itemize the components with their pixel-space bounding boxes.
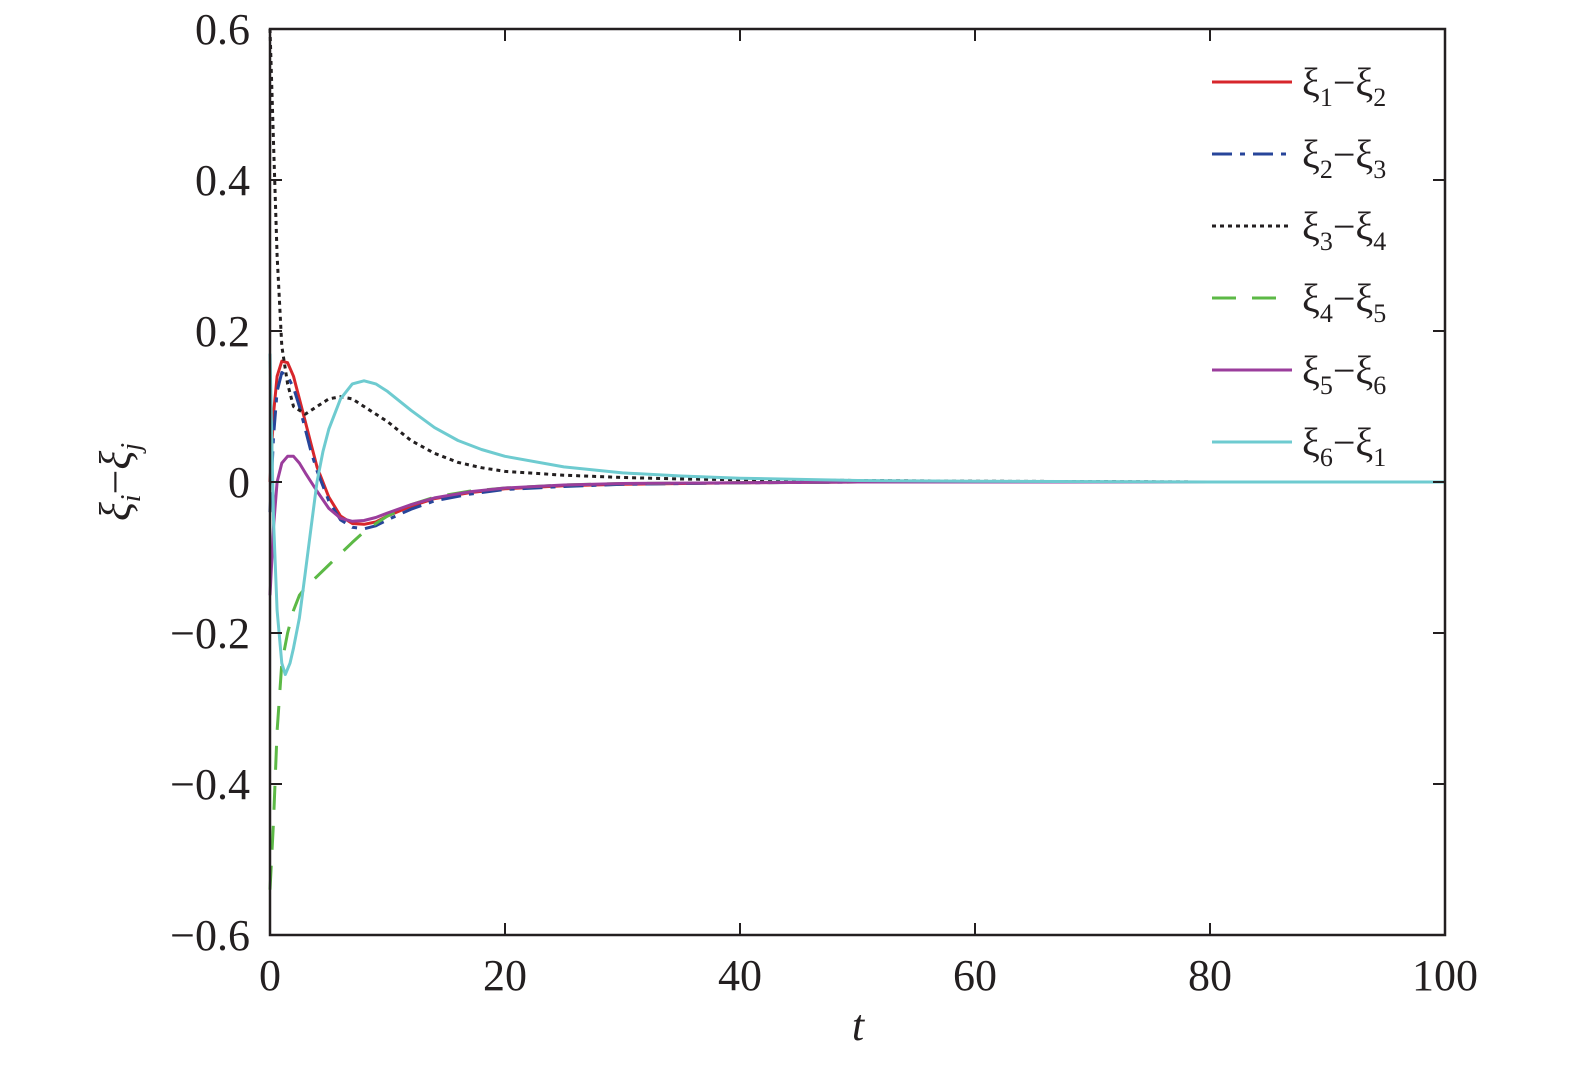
y-tick-label: −0.6 bbox=[170, 911, 250, 960]
y-tick-label: −0.2 bbox=[170, 609, 250, 658]
x-tick-label: 20 bbox=[483, 951, 527, 1000]
x-tick-label: 60 bbox=[953, 951, 997, 1000]
legend-label: ξ6−ξ1 bbox=[1302, 420, 1386, 472]
legend-label: ξ3−ξ4 bbox=[1302, 204, 1386, 256]
legend-item-1: ξ1−ξ2 bbox=[1212, 60, 1386, 112]
legend-item-2: ξ2−ξ3 bbox=[1212, 132, 1386, 184]
y-axis-label-text: ξi−ξj bbox=[91, 443, 147, 521]
tick-layer: 0 20 40 60 80 100 −0.6 −0.4 −0.2 0 0.2 0.4 0.6 bbox=[170, 5, 1478, 1000]
y-tick-label: 0.2 bbox=[195, 307, 250, 356]
y-label-minus: − bbox=[91, 470, 140, 495]
x-tick-label: 80 bbox=[1188, 951, 1232, 1000]
series-line-3 bbox=[268, 28, 1445, 484]
y-axis-label: ξi−ξj bbox=[91, 443, 147, 521]
x-tick-label: 40 bbox=[718, 951, 762, 1000]
series-line-5 bbox=[268, 454, 1445, 596]
y-tick-label: 0.6 bbox=[195, 5, 250, 54]
legend-label: ξ2−ξ3 bbox=[1302, 132, 1386, 184]
series-line-2 bbox=[268, 371, 1445, 531]
y-tick-label: −0.4 bbox=[170, 760, 250, 809]
series-layer bbox=[268, 28, 1445, 890]
x-axis-label-text: t bbox=[852, 1001, 866, 1050]
series-line-6 bbox=[268, 353, 1445, 676]
legend: ξ1−ξ2 ξ2−ξ3 ξ3−ξ4 ξ4−ξ5 ξ5−ξ6 ξ6−ξ1 bbox=[1212, 60, 1386, 472]
y-label-xi-1: ξ bbox=[91, 502, 140, 521]
y-label-sub-i: i bbox=[116, 494, 147, 502]
legend-label: ξ1−ξ2 bbox=[1302, 60, 1386, 112]
x-tick-label: 0 bbox=[259, 951, 281, 1000]
legend-item-5: ξ5−ξ6 bbox=[1212, 348, 1386, 400]
legend-label: ξ4−ξ5 bbox=[1302, 276, 1386, 328]
y-label-sub-j: j bbox=[116, 443, 147, 454]
series-line-4 bbox=[268, 480, 1445, 890]
y-tick-label: 0 bbox=[228, 458, 250, 507]
x-axis-label: t bbox=[852, 1001, 866, 1050]
y-tick-label: 0.4 bbox=[195, 156, 250, 205]
legend-label: ξ5−ξ6 bbox=[1302, 348, 1386, 400]
legend-item-3: ξ3−ξ4 bbox=[1212, 204, 1386, 256]
legend-item-6: ξ6−ξ1 bbox=[1212, 420, 1386, 472]
legend-item-4: ξ4−ξ5 bbox=[1212, 276, 1386, 328]
x-tick-label: 100 bbox=[1412, 951, 1478, 1000]
y-label-xi-2: ξ bbox=[91, 451, 140, 470]
